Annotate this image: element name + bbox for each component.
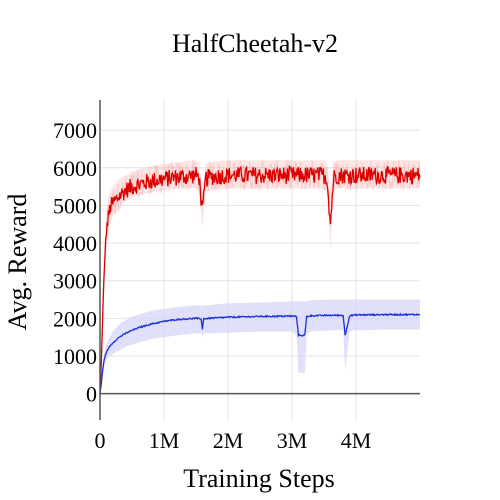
y-tick-label: 7000 [53, 118, 97, 143]
confidence-bands [100, 160, 420, 394]
y-tick-label: 5000 [53, 193, 97, 218]
y-axis-label: Avg. Reward [3, 194, 32, 331]
x-tick-label: 4M [341, 428, 372, 453]
x-tick-label: 1M [149, 428, 180, 453]
series-1-band [100, 160, 420, 394]
tick-labels: 0 1M 2M 3M 4M 0 1000 2000 3000 4000 5000 6000 7000 [53, 118, 371, 453]
series-1-raw [99, 159, 421, 394]
x-axis-label: Training Steps [183, 464, 334, 493]
grid-lines [100, 100, 420, 420]
x-tick-label: 0 [95, 428, 106, 453]
series-2-band [100, 299, 420, 394]
y-tick-label: 6000 [53, 156, 97, 181]
y-tick-label: 0 [86, 382, 97, 407]
x-tick-label: 2M [213, 428, 244, 453]
x-tick-label: 3M [277, 428, 308, 453]
y-tick-label: 2000 [53, 306, 97, 331]
chart-title: HalfCheetah-v2 [172, 29, 338, 58]
raw-traces [99, 159, 421, 394]
y-tick-label: 3000 [53, 269, 97, 294]
series-1-line [99, 164, 421, 394]
axes [99, 100, 420, 420]
y-tick-label: 1000 [53, 344, 97, 369]
y-tick-label: 4000 [53, 231, 97, 256]
series-2-line [99, 312, 421, 394]
series-lines [99, 164, 421, 394]
